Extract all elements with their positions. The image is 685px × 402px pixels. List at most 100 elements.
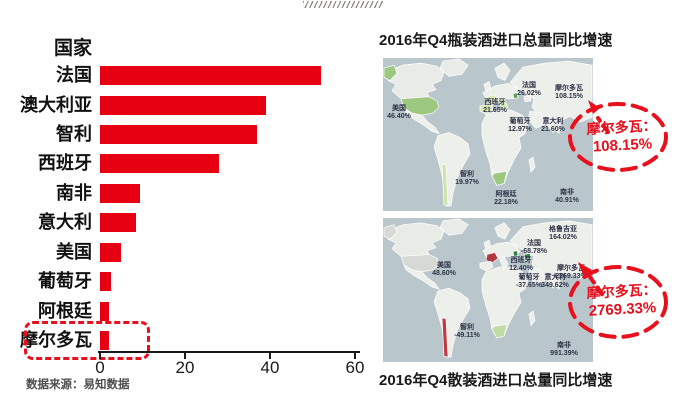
bar-chart: 国家 法国 澳大利亚 智利 西班牙 南非 意大利 美国 葡萄牙 阿根廷 摩尔多瓦… bbox=[20, 38, 365, 391]
region-france bbox=[485, 252, 499, 264]
map-title-bottled: 2016年Q4瓶装酒进口总量同比增速 bbox=[379, 32, 613, 49]
bar-south-africa bbox=[100, 184, 141, 203]
callout-bottled bbox=[568, 100, 668, 172]
map-label-georgia: 格鲁吉亚 164.02% bbox=[549, 226, 577, 242]
callout-bulk bbox=[568, 262, 668, 339]
map-label-usa: 美国 46.40% bbox=[387, 105, 411, 121]
region-alaska bbox=[383, 64, 398, 81]
region-italy bbox=[498, 98, 509, 113]
map-label-france: 法国 -68.78% bbox=[520, 240, 548, 256]
region-georgia bbox=[523, 253, 532, 260]
map-label-usa: 美国 48.60% bbox=[432, 262, 456, 278]
bar-chile bbox=[100, 125, 258, 144]
bar-spain bbox=[100, 154, 219, 173]
callout-dashed-ellipse bbox=[568, 102, 668, 172]
x-tick-mark bbox=[269, 351, 271, 359]
bar-label-spain: 西班牙 bbox=[38, 153, 92, 173]
bar-label-australia: 澳大利亚 bbox=[20, 95, 92, 115]
region-france bbox=[485, 94, 499, 107]
x-tick-label: 60 bbox=[345, 358, 365, 377]
region-arabia bbox=[527, 267, 546, 285]
map-label-moldova: 摩尔多瓦 2769.33% bbox=[555, 265, 587, 281]
region-spain bbox=[479, 103, 494, 115]
continent-north-america bbox=[387, 222, 445, 257]
map-label-portugal: 葡萄牙 12.97% bbox=[508, 118, 532, 134]
region-india bbox=[551, 273, 562, 290]
bar-label-argentina: 阿根廷 bbox=[38, 301, 92, 321]
bar-label-italy: 意大利 bbox=[38, 212, 92, 232]
map-label-south-africa: 南非 40.91% bbox=[555, 189, 579, 205]
continent-south-america bbox=[433, 287, 471, 358]
x-tick-mark bbox=[184, 351, 186, 359]
x-tick-mark bbox=[354, 351, 356, 359]
bar-france bbox=[100, 66, 321, 85]
region-usa bbox=[400, 254, 440, 273]
map-label-spain: 西班牙 12.40% bbox=[509, 257, 533, 273]
bar-label-portugal: 葡萄牙 bbox=[38, 271, 92, 291]
bar-label-moldova: 摩尔多瓦 bbox=[20, 330, 92, 350]
world-map-svg bbox=[383, 218, 593, 362]
map-label-portugal: 葡萄牙 -37.65% bbox=[515, 274, 543, 290]
region-italy bbox=[498, 256, 509, 270]
callout-text-bottled: 摩尔多瓦： 108.15% bbox=[586, 117, 657, 156]
callout-arrowhead-icon bbox=[578, 262, 592, 277]
region-alaska bbox=[383, 224, 398, 240]
bar-usa bbox=[100, 243, 122, 262]
map-label-italy: 意大利 349.62% bbox=[541, 274, 569, 290]
continent-north-america bbox=[387, 62, 445, 100]
map-label-argentina: 阿根廷 22.18% bbox=[494, 191, 518, 207]
bar-australia bbox=[100, 96, 266, 115]
region-arabia bbox=[527, 110, 546, 129]
region-moldova bbox=[512, 250, 519, 257]
continent-africa bbox=[481, 109, 529, 186]
region-chile bbox=[441, 317, 449, 358]
callout-text-bulk: 摩尔多瓦： 2769.33% bbox=[586, 281, 657, 320]
bar-label-france: 法国 bbox=[56, 65, 92, 85]
map-label-south-africa: 南非 991.39% bbox=[550, 342, 578, 358]
map-title-bulk: 2016年Q4散装酒进口总量同比增速 bbox=[379, 372, 613, 389]
x-tick-label: 0 bbox=[95, 358, 105, 377]
bar-portugal bbox=[100, 272, 111, 291]
bar-label-chile: 智利 bbox=[56, 124, 92, 144]
data-source-note: 数据来源：易知数据 bbox=[26, 379, 130, 391]
callout-arrow-icon bbox=[588, 275, 604, 296]
continent-greenland bbox=[439, 58, 469, 77]
map-label-france: 法国 26.02% bbox=[517, 82, 541, 98]
region-south-africa bbox=[491, 324, 508, 339]
region-south-africa bbox=[491, 170, 508, 186]
map-label-italy: 意大利 21.60% bbox=[541, 118, 565, 134]
continent-greenland bbox=[439, 218, 469, 236]
map-label-chile: 智利 19.97% bbox=[455, 171, 479, 187]
x-tick-mark bbox=[99, 351, 101, 359]
world-map-bottled: 美国 46.40% 法国 26.02% 西班牙 21.65% 葡萄牙 12.97% 意大… bbox=[383, 58, 593, 211]
region-madagascar bbox=[528, 310, 536, 327]
bar-argentina bbox=[100, 302, 109, 321]
moldova-highlight-dashed-box bbox=[24, 321, 150, 360]
region-spain bbox=[479, 260, 494, 272]
region-moldova bbox=[512, 92, 519, 100]
bar-chart-header: 国家 bbox=[53, 38, 92, 59]
region-india bbox=[551, 116, 562, 135]
bar-label-usa: 美国 bbox=[56, 242, 92, 262]
bar-moldova bbox=[100, 331, 109, 350]
bar-italy bbox=[100, 213, 137, 232]
bar-label-south-africa: 南非 bbox=[56, 183, 92, 203]
callout-arrowhead-icon bbox=[588, 100, 600, 114]
region-georgia bbox=[523, 95, 532, 103]
x-tick-label: 40 bbox=[260, 358, 280, 377]
callout-dashed-ellipse bbox=[568, 265, 668, 339]
region-madagascar bbox=[528, 156, 536, 174]
continent-africa bbox=[481, 266, 529, 339]
region-chile bbox=[441, 163, 449, 207]
x-tick-label: 20 bbox=[175, 358, 195, 377]
continent-south-america bbox=[433, 132, 471, 207]
x-axis-line bbox=[98, 351, 360, 353]
map-label-moldova: 摩尔多瓦 108.15% bbox=[555, 85, 583, 101]
callout-arrow-icon bbox=[596, 116, 610, 134]
map-label-spain: 西班牙 21.65% bbox=[483, 99, 507, 115]
region-scandinavia bbox=[494, 222, 511, 240]
map-label-chile: 智利 -49.11% bbox=[454, 324, 480, 340]
region-usa bbox=[400, 96, 440, 116]
world-map-bulk: 美国 48.60% 法国 -68.78% 格鲁吉亚 164.02% 西班牙 12.40%… bbox=[383, 218, 593, 362]
